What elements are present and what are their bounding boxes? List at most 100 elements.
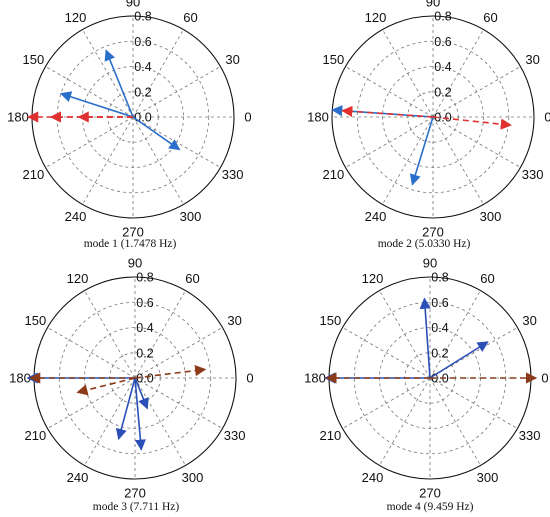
grid-spoke (134, 377, 223, 429)
grid-spoke (432, 66, 521, 118)
radial-tick-label: 0.8 (434, 10, 451, 24)
grid-circle (58, 301, 212, 455)
angle-tick-label: 60 (185, 271, 199, 286)
angle-tick-label: 30 (522, 313, 536, 328)
grid-spoke (432, 116, 521, 168)
radial-tick-label: 0.6 (431, 296, 448, 310)
grid-spoke (379, 377, 431, 466)
angle-tick-label: 180 (9, 371, 31, 386)
angle-tick-label: 330 (519, 428, 541, 443)
caption-mode-3: mode 3 (7.711 Hz) (93, 501, 180, 513)
angle-tick-label: 150 (323, 52, 345, 67)
angle-tick-label: 60 (483, 10, 497, 25)
radial-tick-label: 0.2 (431, 346, 448, 360)
angle-tick-label: 300 (480, 209, 502, 224)
angle-tick-label: 180 (7, 110, 29, 125)
grid-spoke (342, 377, 431, 429)
angle-tick-label: 210 (25, 428, 47, 443)
angle-tick-label: 150 (25, 313, 47, 328)
radial-tick-label: 0.4 (134, 60, 151, 74)
radial-tick-label: 0.6 (134, 35, 151, 49)
grid-spoke (132, 116, 184, 205)
angle-tick-label: 270 (124, 486, 146, 501)
radial-tick-label: 0.2 (134, 85, 151, 99)
angle-tick-label: 210 (320, 428, 342, 443)
angle-tick-label: 330 (222, 167, 244, 182)
angle-tick-label: 30 (227, 313, 241, 328)
solid-vector-arrow (104, 49, 134, 118)
angle-tick-label: 240 (362, 470, 384, 485)
angle-tick-label: 120 (65, 10, 87, 25)
dashed-vector-arrow (341, 105, 434, 118)
angle-tick-label: 120 (67, 271, 89, 286)
angle-tick-label: 330 (522, 167, 544, 182)
solid-vector-arrow (134, 377, 149, 410)
grid-spoke (45, 116, 134, 168)
angle-tick-label: 270 (122, 225, 144, 240)
angle-tick-label: 30 (225, 52, 239, 67)
angle-tick-label: 180 (307, 110, 329, 125)
grid-spoke (47, 377, 136, 429)
grid-circle (56, 40, 210, 194)
angle-tick-label: 0 (246, 371, 253, 386)
grid-spoke (134, 377, 186, 466)
angle-tick-label: 330 (224, 428, 246, 443)
grid-spoke (382, 116, 434, 205)
grid-spoke (432, 29, 484, 118)
angle-tick-label: 180 (304, 371, 326, 386)
radial-tick-label: 0.8 (431, 271, 448, 285)
solid-vector-arrow (59, 91, 134, 118)
radial-tick-label: 0.0 (136, 372, 153, 386)
radial-tick-label: 0.6 (434, 35, 451, 49)
radial-tick-label: 0.4 (431, 321, 448, 335)
grid-spoke (134, 327, 223, 379)
radial-tick-label: 0.0 (134, 111, 151, 125)
grid-spoke (429, 290, 481, 379)
angle-tick-label: 120 (362, 271, 384, 286)
solid-vector-arrow (429, 341, 489, 379)
angle-tick-label: 90 (128, 256, 142, 271)
angle-tick-label: 150 (23, 52, 45, 67)
dashed-vector-arrow (432, 116, 512, 130)
polar-plot-mode-1: 0 30 60 90 120 150 180 210 240 270 300 330 0.0 0.2 0.4… (7, 0, 251, 240)
caption-mode-1: mode 1 (1.7478 Hz) (84, 238, 177, 250)
grid-spoke (84, 290, 136, 379)
grid-spoke (382, 29, 434, 118)
angle-tick-label: 0 (244, 110, 251, 125)
radial-tick-label: 0.6 (136, 296, 153, 310)
angle-tick-label: 210 (23, 167, 45, 182)
grid-spoke (45, 66, 134, 118)
grid-spoke (132, 66, 221, 118)
angle-tick-label: 60 (183, 10, 197, 25)
grid-spoke (429, 327, 518, 379)
angle-tick-label: 120 (365, 10, 387, 25)
radial-tick-label: 0.4 (136, 321, 153, 335)
angle-tick-label: 60 (480, 271, 494, 286)
grid-spoke (132, 29, 184, 118)
angle-tick-label: 0 (541, 371, 548, 386)
grid-spoke (345, 66, 434, 118)
grid-spoke (132, 116, 221, 168)
polar-plot-mode-2: 03060901201501802102402703003300.00.20.4… (307, 0, 550, 240)
angle-tick-label: 90 (423, 256, 437, 271)
grid-spoke (429, 377, 518, 429)
angle-tick-label: 270 (422, 225, 444, 240)
grid-spoke (84, 377, 136, 466)
grid-spoke (82, 116, 134, 205)
angle-tick-label: 150 (320, 313, 342, 328)
grid-spoke (82, 29, 134, 118)
grid-spoke (47, 327, 136, 379)
dashed-vector-arrow (134, 365, 207, 379)
radial-tick-label: 0.8 (134, 10, 151, 24)
outer-circle (331, 15, 535, 219)
grid-spoke (429, 377, 481, 466)
grid-circle (356, 40, 510, 194)
radial-tick-label: 0.2 (136, 346, 153, 360)
angle-tick-label: 0 (544, 110, 550, 125)
solid-vector-arrow (132, 116, 181, 151)
angle-tick-label: 240 (67, 470, 89, 485)
radial-tick-label: 0.2 (434, 85, 451, 99)
angle-tick-label: 90 (426, 0, 440, 10)
angle-tick-label: 240 (65, 209, 87, 224)
